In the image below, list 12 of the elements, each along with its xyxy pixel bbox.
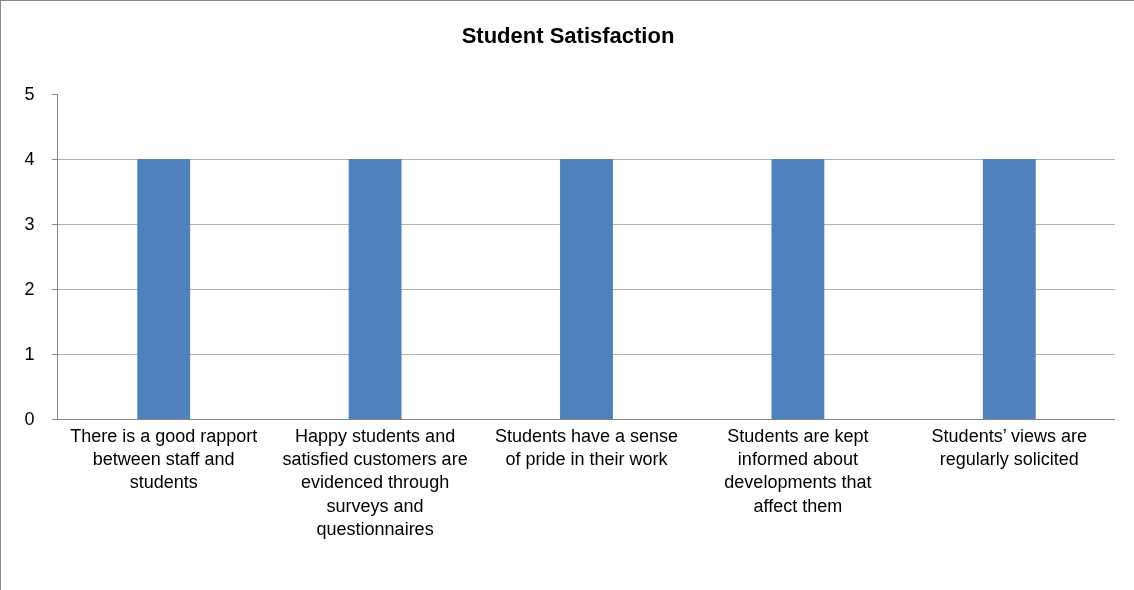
y-tick-label: 3 bbox=[24, 214, 35, 235]
y-tick-label: 4 bbox=[24, 149, 35, 170]
chart-title: Student Satisfaction bbox=[461, 22, 675, 48]
y-tick-label: 2 bbox=[24, 279, 35, 300]
x-tick-label: There is a good rapport between staff and students bbox=[70, 425, 258, 493]
y-tick-label: 5 bbox=[24, 84, 35, 105]
x-tick-label: Students are kept informed about developments that affect them bbox=[724, 425, 872, 516]
y-tick-label: 1 bbox=[24, 344, 35, 365]
x-tick-label: Students’ views are regularly solicited bbox=[931, 425, 1088, 469]
y-tick-label: 0 bbox=[24, 409, 35, 430]
x-tick-label: Students have a sense of pride in their work bbox=[494, 425, 679, 469]
x-tick-label: Happy students and satisfied customers are evidenced through surveys and questionnaires bbox=[282, 425, 468, 540]
